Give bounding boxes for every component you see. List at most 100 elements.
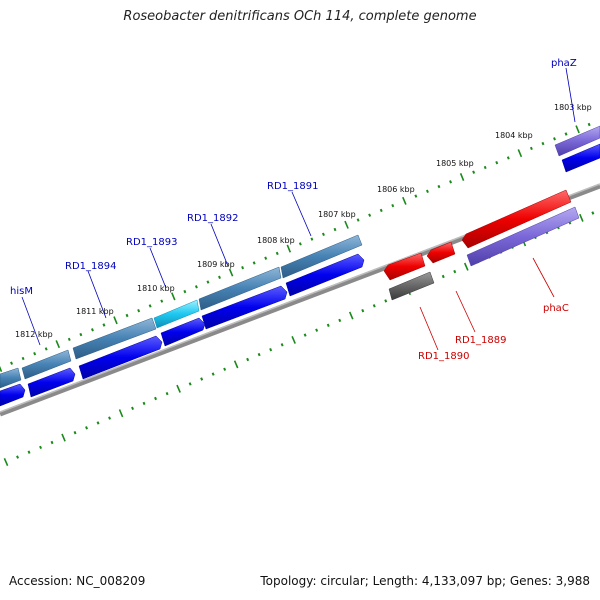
inner-ring-minor-tick: [73, 431, 77, 435]
outer-ring-minor-tick: [587, 122, 591, 127]
inner-ring-minor-tick: [108, 416, 112, 420]
inner-ring-major-tick: [579, 213, 584, 222]
outer-ring-minor-tick: [21, 356, 25, 361]
outer-tick-ring: [0, 122, 591, 373]
outer-ring-major-tick: [171, 292, 176, 301]
cds-arrow-RD1_1894[interactable]: [78, 335, 163, 380]
tick-label-1807: 1807 kbp: [318, 210, 356, 219]
inner-ring-minor-tick: [338, 318, 342, 323]
outer-ring-minor-tick: [495, 161, 499, 165]
label-hisM[interactable]: hisM: [10, 286, 33, 297]
cds-arrow-hisM[interactable]: [27, 367, 76, 398]
tick-label-1805: 1805 kbp: [436, 159, 474, 168]
outer-ring-minor-tick: [241, 266, 245, 270]
outer-ring-minor-tick: [183, 289, 187, 294]
gene-bar-RD1_1893[interactable]: [153, 299, 200, 329]
gene-bar-left-edge[interactable]: [0, 367, 22, 389]
outer-ring-minor-tick: [414, 194, 418, 198]
outer-ring-minor-tick: [321, 232, 325, 236]
outer-ring-minor-tick: [275, 251, 279, 256]
outer-ring-major-tick: [344, 220, 349, 229]
label-leader-lines: [21, 67, 576, 351]
gene-bar-RD1_1892[interactable]: [198, 266, 282, 311]
cds-arrow-left-edge[interactable]: [0, 383, 26, 407]
inner-ring-minor-tick: [361, 309, 365, 313]
gene-labels: phaZ RD1_1891 RD1_1892 RD1_1893 RD1_1894…: [10, 58, 577, 362]
outer-ring-major-tick: [517, 149, 523, 158]
outer-ring-minor-tick: [541, 141, 545, 146]
outer-ring-minor-tick: [368, 213, 372, 217]
inner-ring-minor-tick: [441, 274, 445, 279]
inner-ring-major-tick: [61, 433, 66, 442]
genome-summary-text: Topology: circular; Length: 4,133,097 bp…: [260, 574, 590, 588]
label-phaC[interactable]: phaC: [543, 303, 569, 314]
cds-arrow-RD1_1891[interactable]: [285, 253, 365, 297]
outer-ring-minor-tick: [564, 132, 568, 136]
outer-ring-minor-tick: [437, 184, 441, 189]
outer-ring-minor-tick: [356, 218, 360, 222]
gene-bar-phaZ[interactable]: [554, 125, 600, 157]
label-RD1_1892[interactable]: RD1_1892: [187, 213, 238, 224]
gene-bar-RD1_1891[interactable]: [280, 234, 363, 279]
inner-ring-major-tick: [118, 409, 124, 418]
outer-ring-minor-tick: [148, 304, 152, 308]
cds-arrow-phaC[interactable]: [461, 189, 572, 249]
inner-ring-minor-tick: [27, 450, 31, 454]
inner-ring-minor-tick: [96, 421, 100, 425]
label-RD1_1890[interactable]: RD1_1890: [418, 351, 469, 362]
outer-ring-minor-tick: [206, 280, 210, 284]
inner-ring-minor-tick: [50, 440, 54, 445]
outer-ring-minor-tick: [310, 237, 314, 241]
cds-arrow-RD1_1889[interactable]: [426, 241, 456, 264]
outer-ring-major-tick: [0, 365, 3, 373]
inner-ring-minor-tick: [326, 323, 330, 327]
label-RD1_1889[interactable]: RD1_1889: [455, 335, 506, 346]
inner-ring-major-tick: [463, 262, 469, 271]
inner-ring-minor-tick: [280, 343, 284, 347]
outer-ring-minor-tick: [218, 275, 221, 279]
outer-ring-minor-tick: [125, 313, 129, 318]
inner-ring-minor-tick: [211, 372, 215, 376]
cds-arrow-phaZ[interactable]: [561, 143, 600, 173]
inner-ring-major-tick: [291, 335, 296, 344]
outer-ring-minor-tick: [472, 170, 476, 174]
outer-ring-major-tick: [402, 196, 407, 205]
outer-ring-minor-tick: [44, 347, 48, 351]
outer-ring-minor-tick: [391, 203, 395, 208]
gene-bar-RD1_1894[interactable]: [72, 317, 157, 360]
label-RD1_1893[interactable]: RD1_1893: [126, 237, 177, 248]
inner-ring-minor-tick: [200, 377, 204, 381]
outer-ring-minor-tick: [425, 189, 429, 193]
label-phaZ[interactable]: phaZ: [551, 58, 577, 69]
forward-cds-track: [0, 143, 600, 407]
map-title: Roseobacter denitrificans OCh 114, compl…: [123, 9, 477, 24]
inner-ring-minor-tick: [223, 367, 227, 371]
inner-ring-minor-tick: [315, 328, 319, 332]
outer-ring-minor-tick: [449, 180, 453, 184]
inner-ring-major-tick: [3, 457, 9, 467]
gene-bar-phaC[interactable]: [466, 206, 580, 267]
inner-ring-minor-tick: [154, 396, 158, 401]
label-RD1_1894[interactable]: RD1_1894: [65, 261, 116, 272]
outer-ring-minor-tick: [529, 146, 533, 151]
inner-ring-minor-tick: [165, 392, 169, 396]
cds-arrow-RD1_1893[interactable]: [160, 317, 206, 347]
gene-bar-RD1_1890[interactable]: [388, 271, 435, 301]
tick-label-1812: 1812 kbp: [15, 330, 53, 339]
inner-ring-minor-tick: [188, 382, 192, 386]
outer-ring-major-tick: [55, 340, 61, 349]
inner-ring-minor-tick: [142, 401, 146, 406]
gene-bar-hisM[interactable]: [21, 349, 72, 380]
inner-ring-minor-tick: [16, 455, 20, 459]
inner-ring-minor-tick: [372, 304, 376, 308]
cds-arrow-RD1_1892[interactable]: [201, 285, 288, 330]
outer-ring-minor-tick: [90, 328, 94, 332]
outer-ring-minor-tick: [102, 323, 106, 327]
label-RD1_1891[interactable]: RD1_1891: [267, 181, 318, 192]
cds-arrow-RD1_1890[interactable]: [383, 252, 426, 281]
outer-ring-minor-tick: [194, 285, 198, 289]
inner-ring-minor-tick: [85, 426, 89, 430]
tick-label-1804: 1804 kbp: [495, 131, 533, 140]
reverse-track: [383, 189, 580, 301]
